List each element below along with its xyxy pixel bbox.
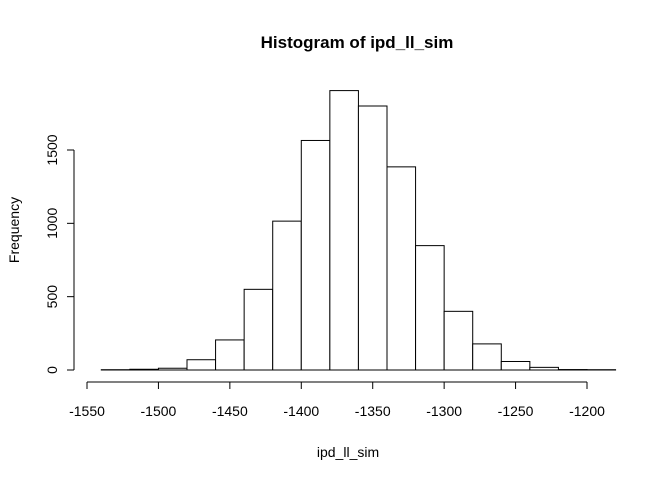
histogram-bar [500,360,531,371]
histogram-bar [129,368,159,371]
histogram-bar [386,166,417,371]
histogram-bar [443,310,474,371]
x-tick-label: -1200 [569,403,605,419]
histogram-bar [157,367,188,371]
y-tick-label: 1000 [44,208,60,239]
x-axis: -1550 -1500 -1450 -1400 -1350 -1300 -1250 -1200 [69,381,605,419]
y-tick-label: 1500 [44,134,60,165]
y-axis-label: Frequency [6,197,22,263]
chart-title: Histogram of ipd_ll_sim [261,33,454,52]
x-tick-label: -1350 [355,403,391,419]
histogram-bar [415,245,445,371]
y-axis: 0 500 1000 1500 [44,134,75,374]
x-axis-label: ipd_ll_sim [317,444,379,460]
histogram-bar [215,339,245,371]
histogram-bar [186,359,217,371]
x-tick-label: -1550 [69,403,105,419]
y-tick-label: 0 [44,366,60,374]
histogram-bar [357,105,388,371]
histogram-bar [243,288,274,371]
bars-group [100,90,617,371]
x-tick-label: -1250 [498,403,534,419]
x-tick-label: -1400 [283,403,319,419]
histogram-bar [272,220,302,371]
x-tick-label: -1500 [141,403,177,419]
x-tick-label: -1450 [212,403,248,419]
y-tick-label: 500 [44,285,60,309]
histogram-bar [529,366,559,371]
histogram-bar [300,139,331,371]
histogram-bar [472,343,502,371]
x-tick-label: -1300 [426,403,462,419]
histogram-bar [329,90,359,371]
